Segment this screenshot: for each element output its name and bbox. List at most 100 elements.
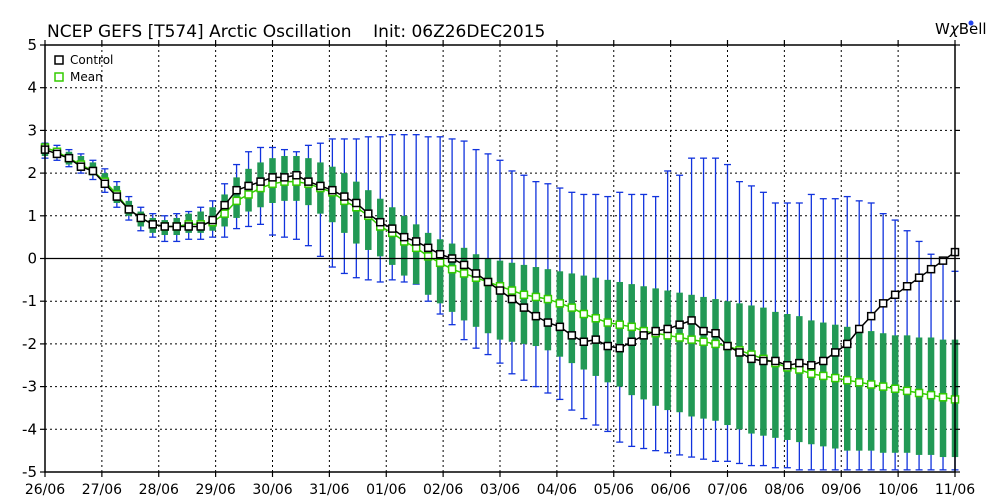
control-point <box>232 185 241 195</box>
ensemble-box <box>867 331 875 451</box>
control-point <box>112 192 122 201</box>
ensemble-box <box>772 311 779 438</box>
ensemble-box <box>676 292 683 413</box>
x-tick-label: 02/06 <box>423 482 463 498</box>
control-point <box>52 149 62 159</box>
mean-point <box>531 292 541 302</box>
y-tick-label: -2 <box>22 335 37 353</box>
x-tick-label: 06/06 <box>650 482 690 498</box>
control-point <box>926 264 936 274</box>
control-point <box>555 322 565 332</box>
ensemble-box <box>436 239 444 304</box>
control-point <box>579 337 589 347</box>
ensemble-box <box>568 273 576 364</box>
y-tick-label: 5 <box>27 36 37 54</box>
control-point <box>316 181 325 191</box>
control-point <box>471 269 481 278</box>
control-point <box>687 316 696 325</box>
legend-marker-mean <box>54 72 64 82</box>
ensemble-box <box>832 324 839 449</box>
brand-prefix: W <box>935 20 950 38</box>
control-point <box>771 356 780 366</box>
ensemble-box <box>879 333 887 453</box>
control-point <box>76 162 86 171</box>
ensemble-box <box>855 328 863 451</box>
ensemble-box <box>748 305 755 434</box>
ensemble-box <box>664 290 671 411</box>
ensemble-box <box>412 224 420 285</box>
control-point <box>759 356 768 366</box>
mean-point <box>447 264 457 274</box>
control-point <box>842 339 852 349</box>
control-point <box>172 222 181 231</box>
ensemble-box <box>532 267 540 347</box>
ensemble-box <box>604 279 612 383</box>
ensemble-box <box>353 181 360 244</box>
control-point <box>184 222 193 231</box>
control-point <box>435 249 445 259</box>
mean-point <box>519 290 529 300</box>
ensemble-box <box>688 294 695 417</box>
ensemble-box <box>640 286 647 400</box>
mean-point <box>711 339 720 349</box>
x-tick-label: 07/06 <box>707 482 747 498</box>
control-point <box>376 217 385 227</box>
control-point <box>208 215 217 225</box>
brand-chi: χ <box>949 20 960 38</box>
control-point <box>531 311 541 321</box>
control-point <box>495 286 505 295</box>
ensemble-box <box>424 232 432 295</box>
control-point <box>423 243 433 253</box>
control-point <box>543 318 553 327</box>
control-point <box>807 361 816 370</box>
control-point <box>148 220 158 229</box>
control-point <box>747 354 756 364</box>
mean-point <box>819 371 828 381</box>
mean-point <box>878 382 888 391</box>
legend-label-control: Control <box>70 53 113 67</box>
ensemble-box <box>496 260 504 340</box>
ensemble-box <box>796 316 803 443</box>
x-tick-label: 10/06 <box>878 482 918 498</box>
ensemble-box <box>400 215 408 276</box>
x-tick-label: 09/06 <box>821 482 861 498</box>
mean-point <box>507 286 517 295</box>
x-tick-label: 04/06 <box>537 482 577 498</box>
control-point <box>938 256 948 265</box>
axes: 5 4 3 2 1 0 -1 -2 -3 -4 -526/06 27/06 28/06 29/06 30/0… <box>22 36 975 498</box>
series-lines <box>40 143 960 404</box>
mean-point <box>232 196 241 206</box>
control-point <box>890 290 900 300</box>
ensemble-box <box>365 190 372 250</box>
legend: Control Mean <box>54 53 113 84</box>
mean-point <box>543 294 553 304</box>
mean-point <box>459 269 469 278</box>
mean-point <box>675 333 684 342</box>
mean-point <box>615 320 624 329</box>
control-point <box>340 192 349 201</box>
control-point <box>256 177 265 186</box>
control-point <box>723 341 732 351</box>
mean-point <box>244 190 253 199</box>
brand-suffix: Bell <box>959 20 987 38</box>
control-point <box>399 232 409 242</box>
x-tick-label: 03/06 <box>480 482 520 498</box>
ensemble-box <box>592 277 600 376</box>
x-tick-label: 11/06 <box>935 482 975 498</box>
control-point <box>914 273 924 282</box>
ensemble-box <box>760 307 767 436</box>
y-tick-label: -4 <box>22 420 37 438</box>
control-point <box>902 282 912 291</box>
control-point <box>100 179 110 189</box>
legend-label-mean: Mean <box>70 70 103 84</box>
ensemble-box <box>784 314 791 440</box>
control-point <box>831 348 840 357</box>
control-point <box>352 198 361 208</box>
ensemble-box <box>712 299 719 421</box>
control-point <box>507 294 517 304</box>
control-point <box>244 181 253 191</box>
mean-point <box>890 384 900 393</box>
mean-point <box>699 337 708 347</box>
mean-point <box>567 303 577 312</box>
